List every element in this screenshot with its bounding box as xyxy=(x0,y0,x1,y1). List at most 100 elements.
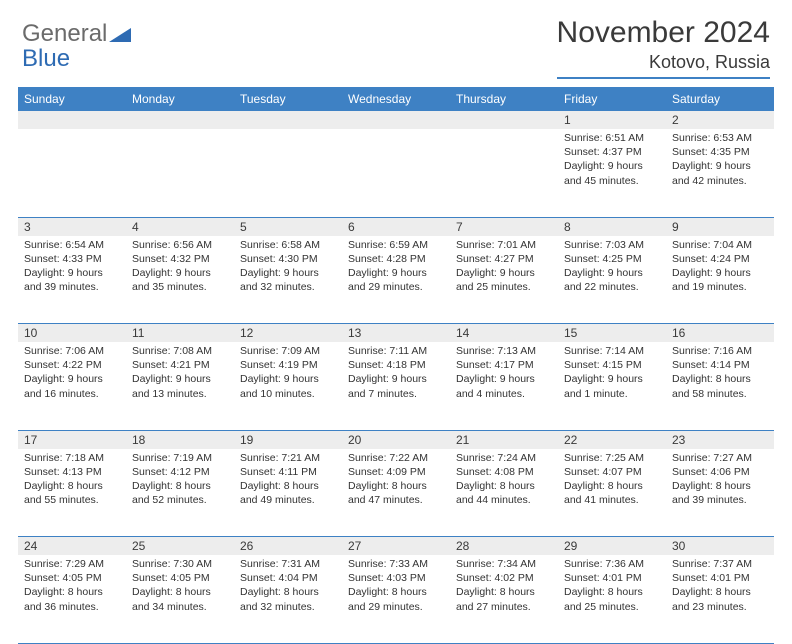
day-cell: Sunrise: 7:29 AMSunset: 4:05 PMDaylight:… xyxy=(18,555,126,643)
day-content: Sunrise: 7:06 AMSunset: 4:22 PMDaylight:… xyxy=(18,342,126,409)
title-block: November 2024 Kotovo, Russia xyxy=(557,16,770,79)
day-number-cell xyxy=(234,111,342,129)
day-number-cell: 14 xyxy=(450,324,558,343)
day-content: Sunrise: 6:53 AMSunset: 4:35 PMDaylight:… xyxy=(666,129,774,196)
day-cell: Sunrise: 7:36 AMSunset: 4:01 PMDaylight:… xyxy=(558,555,666,643)
day-content: Sunrise: 6:54 AMSunset: 4:33 PMDaylight:… xyxy=(18,236,126,303)
day-content: Sunrise: 7:27 AMSunset: 4:06 PMDaylight:… xyxy=(666,449,774,516)
day-cell: Sunrise: 6:53 AMSunset: 4:35 PMDaylight:… xyxy=(666,129,774,217)
daynum-row: 3456789 xyxy=(18,217,774,236)
sunrise-text: Sunrise: 7:18 AM xyxy=(24,451,120,465)
day-cell: Sunrise: 7:31 AMSunset: 4:04 PMDaylight:… xyxy=(234,555,342,643)
sunset-text: Sunset: 4:14 PM xyxy=(672,358,768,372)
day-content: Sunrise: 7:03 AMSunset: 4:25 PMDaylight:… xyxy=(558,236,666,303)
calendar-table: SundayMondayTuesdayWednesdayThursdayFrid… xyxy=(18,87,774,644)
day-content: Sunrise: 7:18 AMSunset: 4:13 PMDaylight:… xyxy=(18,449,126,516)
week-row: Sunrise: 7:29 AMSunset: 4:05 PMDaylight:… xyxy=(18,555,774,643)
day-cell: Sunrise: 7:22 AMSunset: 4:09 PMDaylight:… xyxy=(342,449,450,537)
day-cell xyxy=(450,129,558,217)
day-number-cell: 26 xyxy=(234,537,342,556)
sunrise-text: Sunrise: 7:24 AM xyxy=(456,451,552,465)
day-number-cell: 1 xyxy=(558,111,666,129)
day-number-cell: 4 xyxy=(126,217,234,236)
day-number-cell: 23 xyxy=(666,430,774,449)
week-row: Sunrise: 6:54 AMSunset: 4:33 PMDaylight:… xyxy=(18,236,774,324)
daynum-row: 17181920212223 xyxy=(18,430,774,449)
daylight-text: Daylight: 8 hours and 44 minutes. xyxy=(456,479,552,507)
day-content: Sunrise: 6:51 AMSunset: 4:37 PMDaylight:… xyxy=(558,129,666,196)
day-content: Sunrise: 7:19 AMSunset: 4:12 PMDaylight:… xyxy=(126,449,234,516)
sunrise-text: Sunrise: 7:30 AM xyxy=(132,557,228,571)
sunset-text: Sunset: 4:33 PM xyxy=(24,252,120,266)
day-number-cell: 18 xyxy=(126,430,234,449)
daylight-text: Daylight: 8 hours and 34 minutes. xyxy=(132,585,228,613)
daylight-text: Daylight: 9 hours and 13 minutes. xyxy=(132,372,228,400)
sunset-text: Sunset: 4:09 PM xyxy=(348,465,444,479)
calendar-body: 12 Sunrise: 6:51 AMSunset: 4:37 PMDayligh… xyxy=(18,111,774,643)
day-cell: Sunrise: 7:01 AMSunset: 4:27 PMDaylight:… xyxy=(450,236,558,324)
logo: General Blue xyxy=(22,16,131,71)
sunrise-text: Sunrise: 7:31 AM xyxy=(240,557,336,571)
daylight-text: Daylight: 8 hours and 49 minutes. xyxy=(240,479,336,507)
day-number-cell: 22 xyxy=(558,430,666,449)
weekday-header: Saturday xyxy=(666,87,774,111)
sunset-text: Sunset: 4:01 PM xyxy=(672,571,768,585)
sunrise-text: Sunrise: 7:33 AM xyxy=(348,557,444,571)
day-number-cell: 12 xyxy=(234,324,342,343)
daylight-text: Daylight: 8 hours and 32 minutes. xyxy=(240,585,336,613)
day-cell: Sunrise: 7:25 AMSunset: 4:07 PMDaylight:… xyxy=(558,449,666,537)
day-number-cell xyxy=(18,111,126,129)
day-number-cell: 3 xyxy=(18,217,126,236)
day-number-cell xyxy=(342,111,450,129)
day-cell: Sunrise: 7:04 AMSunset: 4:24 PMDaylight:… xyxy=(666,236,774,324)
sunrise-text: Sunrise: 7:34 AM xyxy=(456,557,552,571)
daylight-text: Daylight: 9 hours and 10 minutes. xyxy=(240,372,336,400)
daynum-row: 10111213141516 xyxy=(18,324,774,343)
day-number-cell: 13 xyxy=(342,324,450,343)
day-cell: Sunrise: 7:13 AMSunset: 4:17 PMDaylight:… xyxy=(450,342,558,430)
sunset-text: Sunset: 4:04 PM xyxy=(240,571,336,585)
daylight-text: Daylight: 9 hours and 45 minutes. xyxy=(564,159,660,187)
week-row: Sunrise: 7:18 AMSunset: 4:13 PMDaylight:… xyxy=(18,449,774,537)
day-number-cell: 24 xyxy=(18,537,126,556)
day-content: Sunrise: 7:16 AMSunset: 4:14 PMDaylight:… xyxy=(666,342,774,409)
sunset-text: Sunset: 4:11 PM xyxy=(240,465,336,479)
sunrise-text: Sunrise: 7:09 AM xyxy=(240,344,336,358)
day-content: Sunrise: 7:21 AMSunset: 4:11 PMDaylight:… xyxy=(234,449,342,516)
sunset-text: Sunset: 4:25 PM xyxy=(564,252,660,266)
day-cell: Sunrise: 7:19 AMSunset: 4:12 PMDaylight:… xyxy=(126,449,234,537)
sunrise-text: Sunrise: 7:01 AM xyxy=(456,238,552,252)
day-number-cell: 25 xyxy=(126,537,234,556)
sunset-text: Sunset: 4:01 PM xyxy=(564,571,660,585)
daynum-row: 24252627282930 xyxy=(18,537,774,556)
day-content: Sunrise: 6:56 AMSunset: 4:32 PMDaylight:… xyxy=(126,236,234,303)
daylight-text: Daylight: 8 hours and 23 minutes. xyxy=(672,585,768,613)
header: General Blue November 2024 Kotovo, Russi… xyxy=(18,16,774,79)
day-content: Sunrise: 7:08 AMSunset: 4:21 PMDaylight:… xyxy=(126,342,234,409)
daylight-text: Daylight: 9 hours and 35 minutes. xyxy=(132,266,228,294)
day-number-cell: 28 xyxy=(450,537,558,556)
day-number-cell: 7 xyxy=(450,217,558,236)
sunset-text: Sunset: 4:32 PM xyxy=(132,252,228,266)
day-number-cell: 5 xyxy=(234,217,342,236)
weekday-header: Thursday xyxy=(450,87,558,111)
day-cell: Sunrise: 6:59 AMSunset: 4:28 PMDaylight:… xyxy=(342,236,450,324)
weekday-header: Wednesday xyxy=(342,87,450,111)
day-number-cell: 17 xyxy=(18,430,126,449)
day-number-cell: 11 xyxy=(126,324,234,343)
logo-text: General Blue xyxy=(22,22,131,71)
day-cell: Sunrise: 7:06 AMSunset: 4:22 PMDaylight:… xyxy=(18,342,126,430)
sunset-text: Sunset: 4:24 PM xyxy=(672,252,768,266)
day-cell xyxy=(126,129,234,217)
day-content: Sunrise: 7:14 AMSunset: 4:15 PMDaylight:… xyxy=(558,342,666,409)
day-content: Sunrise: 7:13 AMSunset: 4:17 PMDaylight:… xyxy=(450,342,558,409)
day-cell: Sunrise: 7:11 AMSunset: 4:18 PMDaylight:… xyxy=(342,342,450,430)
daylight-text: Daylight: 8 hours and 27 minutes. xyxy=(456,585,552,613)
logo-part1: General xyxy=(22,20,107,47)
sunrise-text: Sunrise: 6:59 AM xyxy=(348,238,444,252)
day-cell: Sunrise: 6:56 AMSunset: 4:32 PMDaylight:… xyxy=(126,236,234,324)
day-content: Sunrise: 7:11 AMSunset: 4:18 PMDaylight:… xyxy=(342,342,450,409)
sunset-text: Sunset: 4:02 PM xyxy=(456,571,552,585)
day-content: Sunrise: 7:01 AMSunset: 4:27 PMDaylight:… xyxy=(450,236,558,303)
daylight-text: Daylight: 8 hours and 29 minutes. xyxy=(348,585,444,613)
